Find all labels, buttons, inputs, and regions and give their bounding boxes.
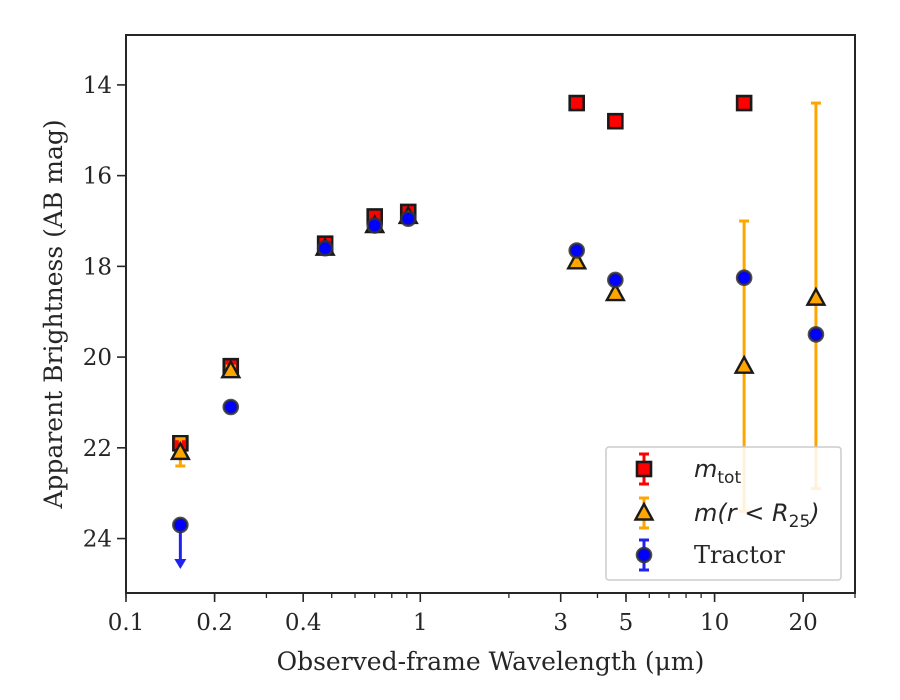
data-point bbox=[607, 271, 624, 289]
series-square bbox=[172, 94, 753, 452]
tick-layer: 0.1 0.2 0.4 1 3 5 10 20 14 16 18 20 22 24 bbox=[83, 73, 856, 636]
data-point bbox=[805, 286, 827, 306]
data-point bbox=[568, 94, 586, 112]
x-tick-label: 20 bbox=[789, 610, 818, 636]
legend-marker bbox=[635, 546, 653, 564]
upper-limit-arrowhead bbox=[174, 558, 187, 569]
legend-box bbox=[605, 446, 842, 581]
x-tick-label: 0.2 bbox=[196, 610, 233, 636]
legend-marker bbox=[635, 460, 653, 478]
y-tick-label: 20 bbox=[83, 345, 112, 371]
legend-label: Tractor bbox=[694, 541, 785, 569]
data-point bbox=[366, 217, 384, 234]
data-point bbox=[735, 269, 753, 287]
data-point bbox=[735, 94, 753, 112]
y-axis-label: Apparent Brightness (AB mag) bbox=[39, 119, 68, 509]
data-point bbox=[316, 239, 334, 257]
y-tick-label: 14 bbox=[83, 73, 112, 99]
x-axis-label: Observed-frame Wavelength (μm) bbox=[277, 647, 705, 676]
data-point bbox=[220, 359, 242, 379]
legend-marker bbox=[633, 501, 655, 521]
data-point bbox=[566, 250, 588, 270]
x-tick-label: 0.1 bbox=[108, 610, 145, 636]
x-tick-label: 5 bbox=[619, 610, 634, 636]
x-tick-label: 0.4 bbox=[285, 610, 322, 636]
data-point bbox=[733, 354, 755, 374]
plot-layer bbox=[169, 94, 827, 569]
data-point bbox=[607, 112, 624, 130]
data-point bbox=[604, 282, 626, 302]
data-point bbox=[222, 398, 240, 416]
y-tick-label: 24 bbox=[83, 527, 112, 553]
data-point bbox=[568, 242, 586, 259]
x-tick-label: 10 bbox=[700, 610, 729, 636]
data-point bbox=[807, 326, 825, 343]
series-circle bbox=[172, 210, 825, 569]
plot-frame bbox=[125, 34, 856, 594]
data-point bbox=[172, 516, 189, 534]
x-tick-label: 3 bbox=[553, 610, 568, 636]
y-tick-label: 16 bbox=[83, 164, 112, 190]
x-tick-label: 1 bbox=[413, 610, 428, 636]
y-tick-label: 22 bbox=[83, 436, 112, 462]
data-point bbox=[169, 440, 191, 461]
y-tick-label: 18 bbox=[83, 254, 112, 280]
data-point bbox=[399, 210, 417, 228]
